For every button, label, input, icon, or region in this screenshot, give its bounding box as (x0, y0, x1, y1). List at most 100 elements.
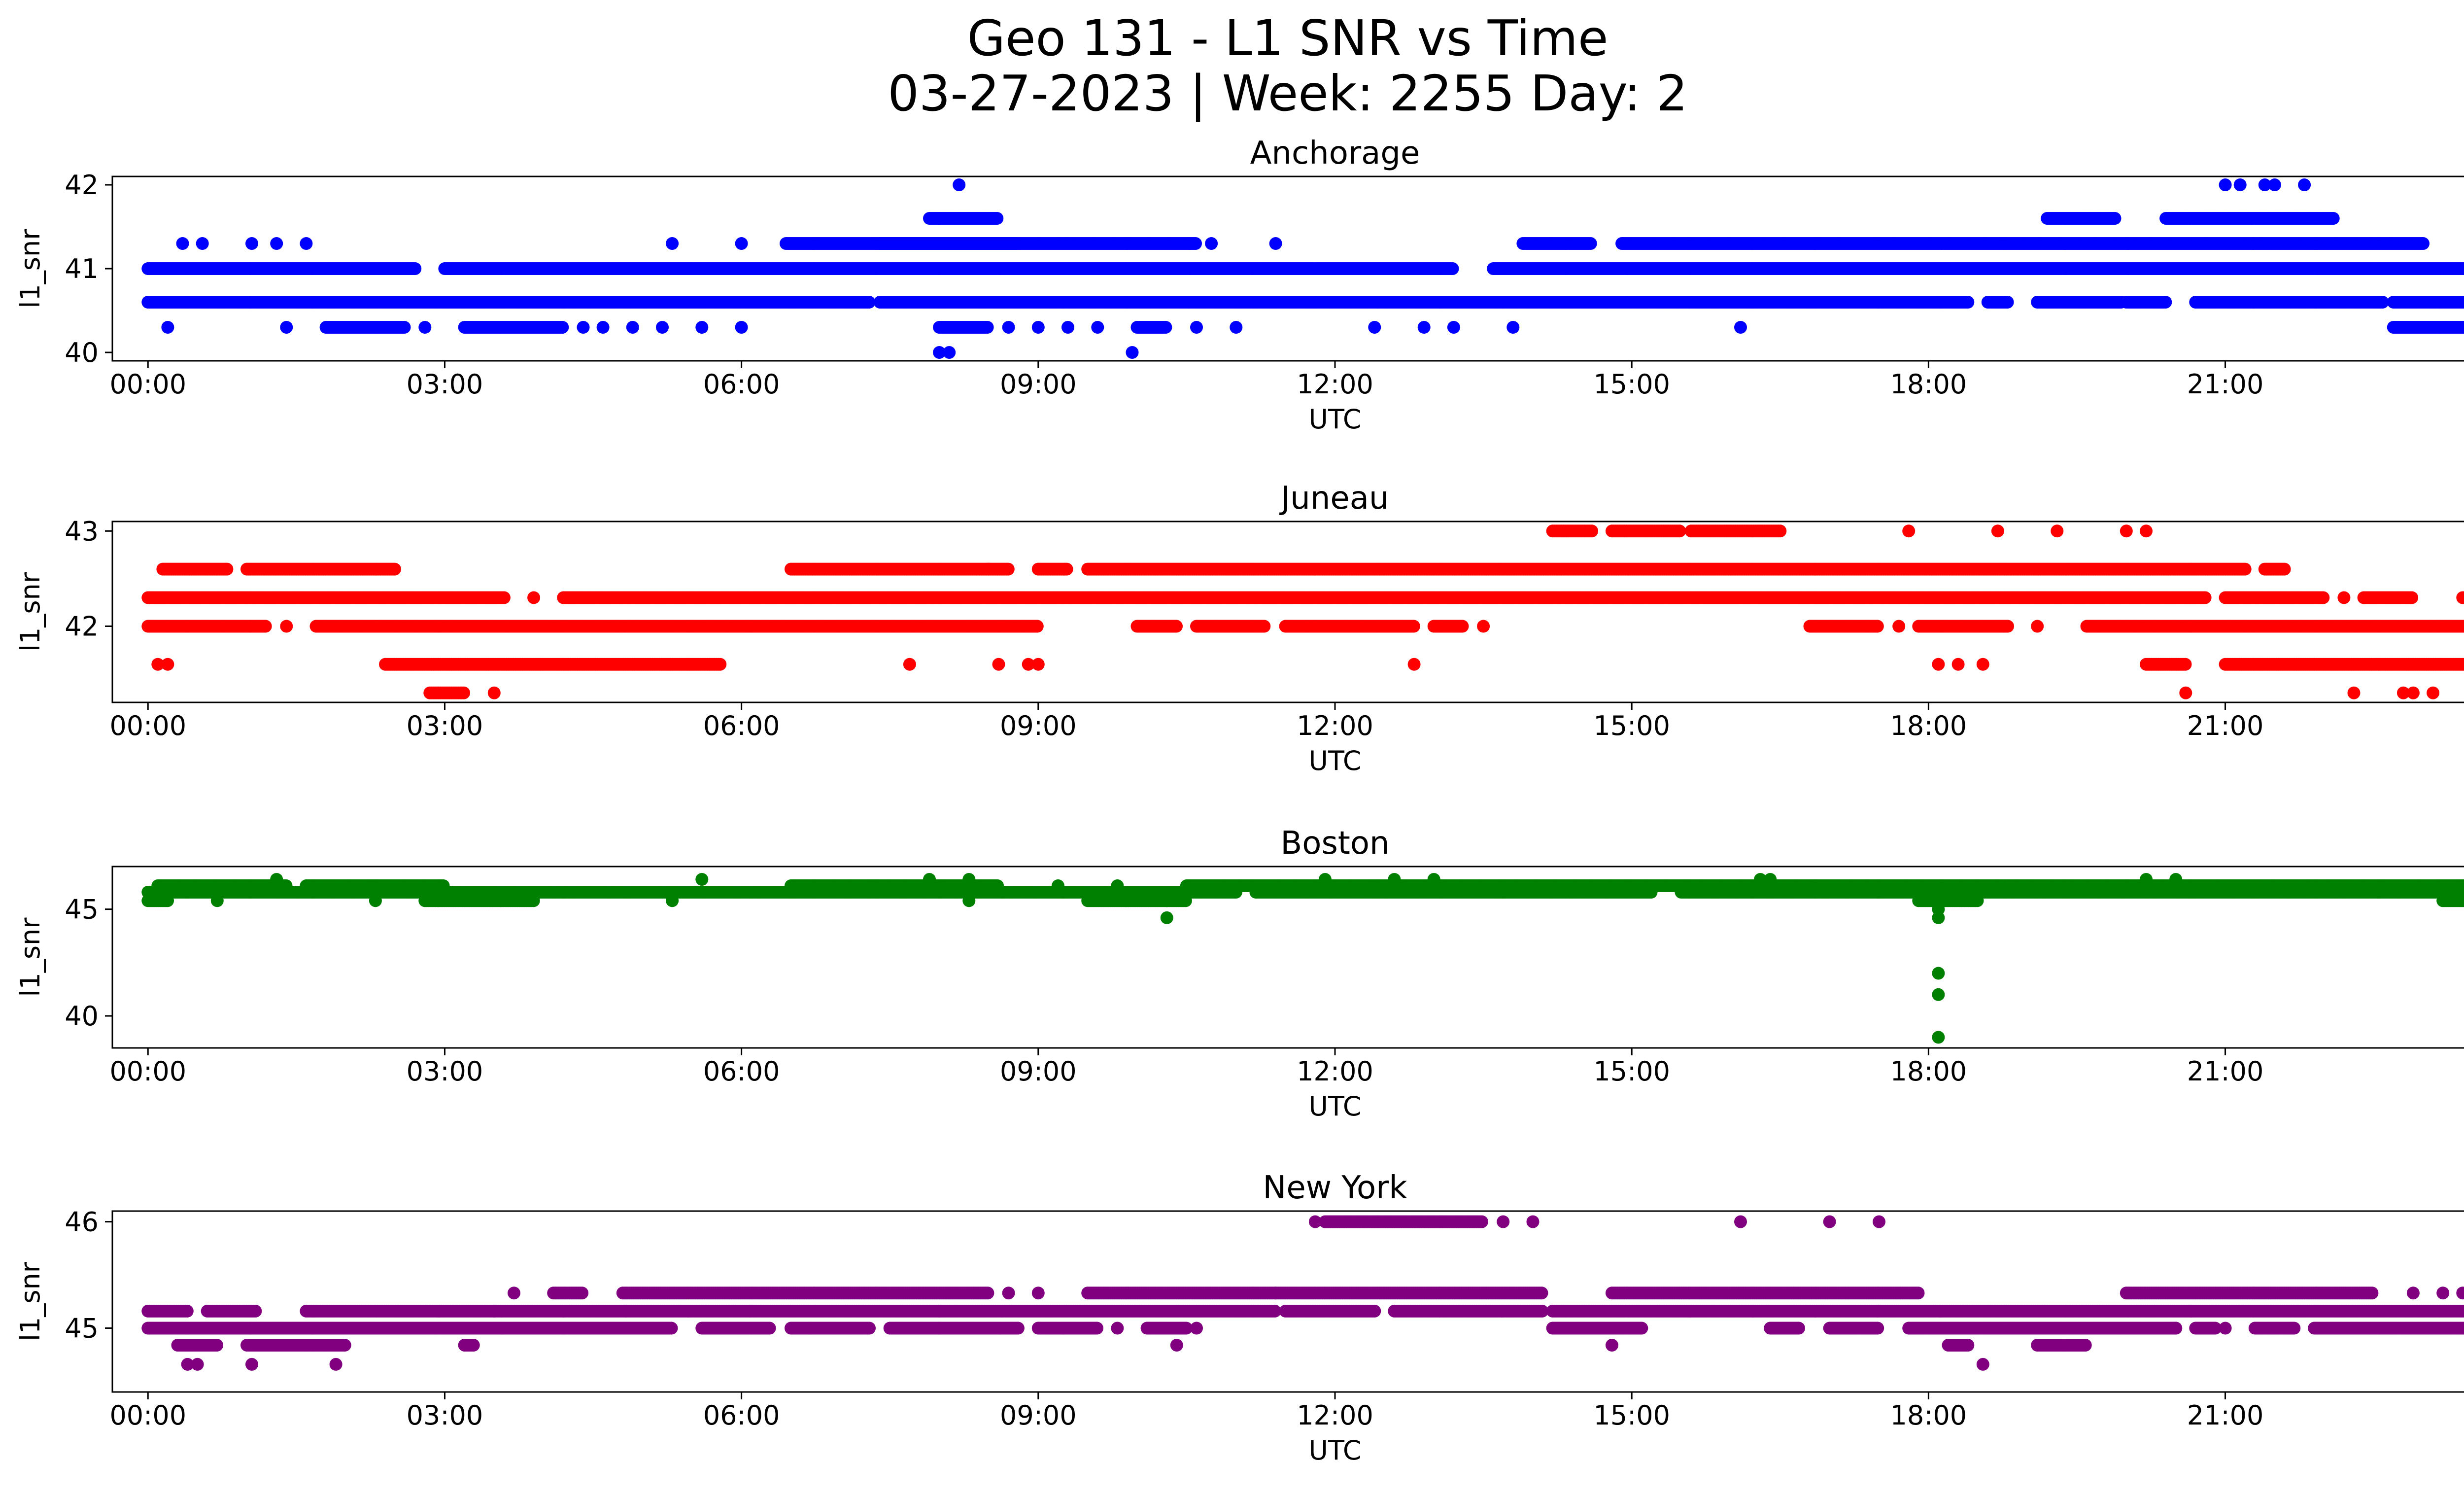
data-points (141, 178, 2464, 359)
data-point (1061, 321, 1074, 334)
data-point (2108, 212, 2122, 225)
data-point (981, 321, 994, 334)
x-tick-label: 09:00 (1000, 369, 1077, 400)
data-point (2298, 178, 2311, 191)
data-point (270, 237, 283, 250)
data-point (1010, 237, 1024, 250)
series-y-41-6 (923, 212, 2340, 225)
data-point (1258, 620, 1271, 633)
series-y-40 (933, 346, 1139, 359)
data-point (280, 620, 293, 633)
data-point (991, 212, 1004, 225)
data-point (596, 321, 610, 334)
data-point (1126, 346, 1139, 359)
x-tick-label: 12:00 (1297, 369, 1373, 400)
data-point (735, 237, 748, 250)
data-point (953, 178, 966, 191)
data-point (656, 321, 669, 334)
data-point (161, 321, 174, 334)
data-point (2327, 212, 2340, 225)
data-point (1030, 620, 1044, 633)
data-point (2031, 620, 2044, 633)
data-point (1961, 296, 1975, 309)
data-point (1734, 321, 1747, 334)
data-point (2233, 178, 2247, 191)
data-point (2376, 296, 2389, 309)
figure-title-line1: Geo 131 - L1 SNR vs Time (967, 9, 1608, 67)
y-tick-label: 41 (65, 253, 99, 284)
subplot-title: Anchorage (1250, 135, 1420, 172)
data-point (280, 321, 293, 334)
series-y-40-3 (161, 321, 2464, 334)
series-y-41-3 (176, 237, 2430, 250)
series-y-42-3 (141, 591, 2464, 604)
data-point (176, 237, 189, 250)
data-point (1446, 262, 1459, 275)
data-point (862, 296, 876, 309)
data-point (1368, 321, 1381, 334)
data-point (1456, 620, 1469, 633)
data-point (1506, 321, 1520, 334)
data-point (1892, 620, 1906, 633)
x-tick-label: 21:00 (2187, 369, 2264, 400)
data-point (1205, 237, 1218, 250)
series-y-42 (953, 178, 2311, 191)
x-tick-label: 03:00 (407, 369, 483, 400)
data-point (1091, 321, 1104, 334)
data-point (2417, 237, 2430, 250)
data-point (2159, 296, 2172, 309)
series-y-41 (141, 262, 2464, 275)
data-point (196, 237, 209, 250)
data-point (1002, 321, 1015, 334)
data-point (2463, 264, 2464, 273)
data-point (626, 321, 639, 334)
data-points (141, 524, 2464, 699)
data-point (1190, 321, 1203, 334)
data-point (556, 321, 569, 334)
data-point (300, 237, 313, 250)
data-point (1269, 237, 1282, 250)
data-point (1871, 620, 1884, 633)
data-point (666, 237, 679, 250)
data-point (1417, 321, 1431, 334)
data-point (1584, 237, 1597, 250)
data-point (1170, 620, 1183, 633)
data-point (2219, 178, 2232, 191)
data-point (2462, 297, 2464, 307)
data-point (1447, 321, 1460, 334)
data-point (1477, 620, 1490, 633)
data-point (1189, 237, 1202, 250)
series-y-40-6 (141, 296, 2464, 309)
data-point (418, 321, 432, 334)
data-point (409, 262, 422, 275)
data-point (2268, 178, 2281, 191)
data-point (943, 346, 956, 359)
data-point (1031, 321, 1045, 334)
x-tick-label: 00:00 (109, 369, 186, 400)
data-point (695, 321, 709, 334)
figure-title-line2: 03-27-2023 | Week: 2255 Day: 2 (888, 65, 1688, 122)
data-point (2001, 620, 2014, 633)
data-point (735, 321, 748, 334)
data-point (259, 620, 272, 633)
data-point (2001, 296, 2014, 309)
subplot-juneau: 00:00 03:00 06:00 09:00 12:00 15:00 18:00 21:00… (15, 480, 2464, 776)
series-y-42 (141, 620, 2464, 633)
data-point (1230, 321, 1243, 334)
subplot-anchorage: 00:00 03:00 06:00 09:00 12:00 15:00 18:00 21:00… (15, 135, 2464, 435)
data-point (1407, 620, 1420, 633)
figure-title: Geo 131 - L1 SNR vs Time 03-27-2023 | We… (0, 11, 2464, 121)
data-point (398, 321, 411, 334)
data-point (2461, 263, 2464, 275)
data-point (245, 237, 258, 250)
y-tick-label: 42 (65, 170, 99, 201)
x-tick-label: 15:00 (1593, 369, 1670, 400)
x-tick-label: 18:00 (1890, 369, 1967, 400)
data-point (577, 321, 590, 334)
x-axis-label: UTC (1308, 404, 1361, 435)
y-axis-label: l1_snr (15, 229, 46, 309)
x-tick-label: 06:00 (703, 369, 780, 400)
data-point (1159, 321, 1172, 334)
y-tick-label: 40 (65, 337, 99, 368)
